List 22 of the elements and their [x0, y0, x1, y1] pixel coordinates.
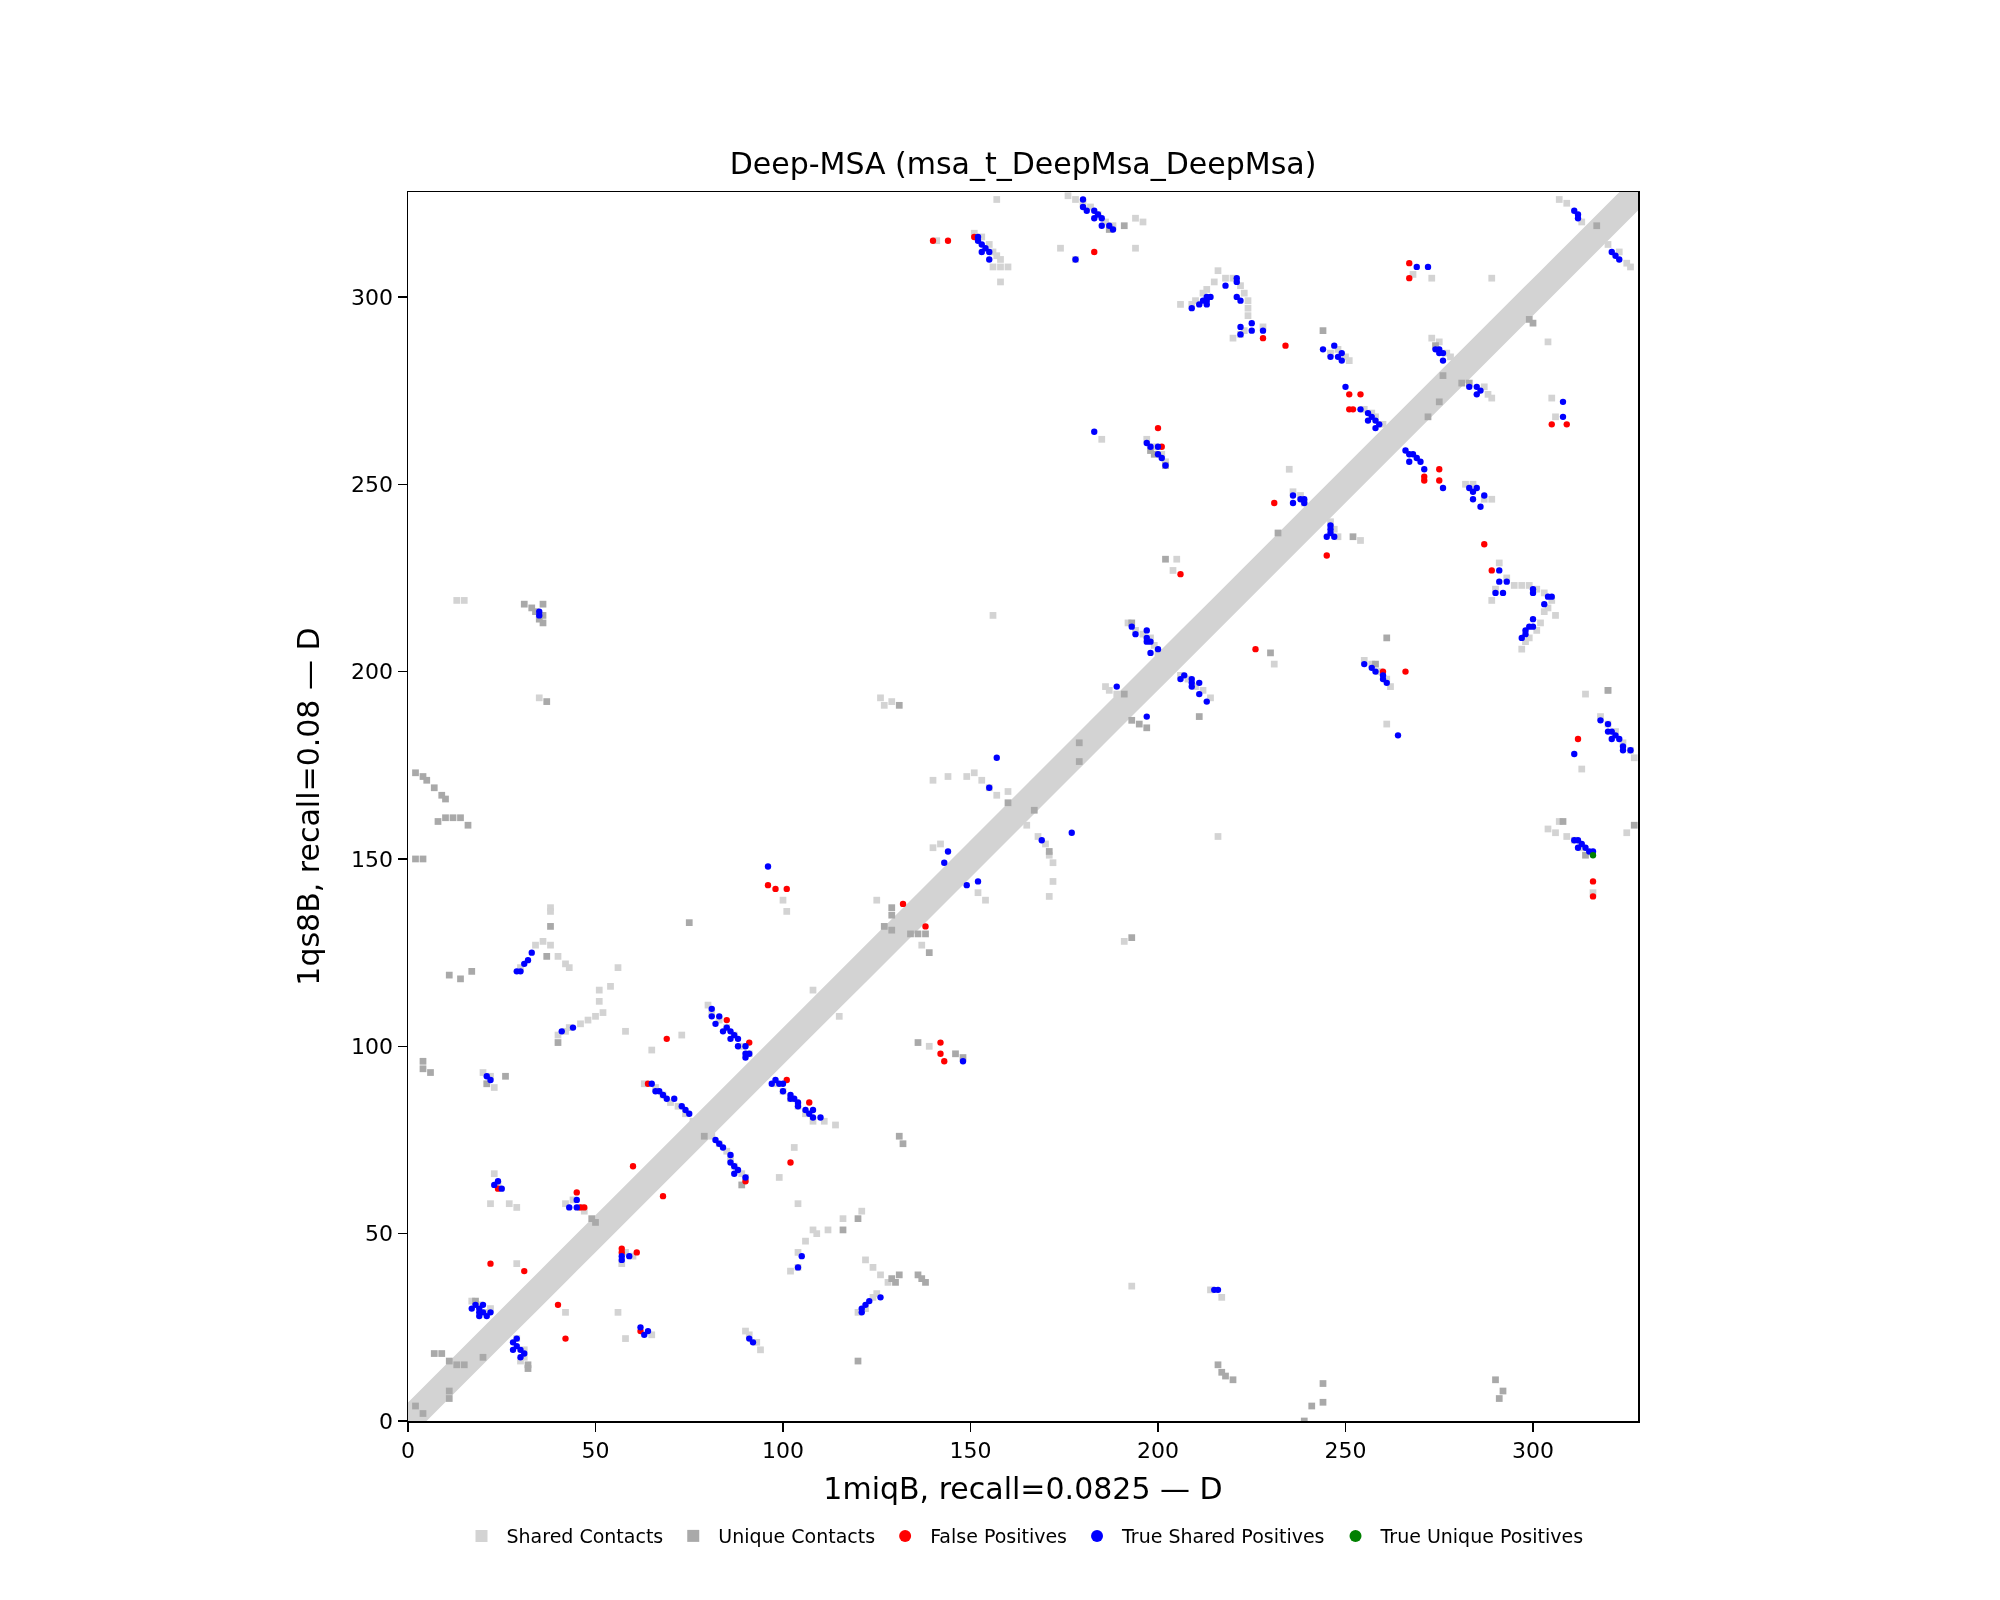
y-tick-label: 200 [351, 659, 394, 685]
y-tick-label: 100 [351, 1034, 394, 1059]
legend-label: Unique Contacts [718, 1525, 876, 1548]
legend-label: True Unique Positives [1379, 1525, 1584, 1548]
x-axis-title: 1miqB, recall=0.0825 — D [823, 1471, 1223, 1507]
y-tick-label: 150 [351, 846, 394, 872]
x-tick-label: 150 [949, 1437, 992, 1463]
y-tick-label: 50 [365, 1221, 394, 1247]
y-tick-label: 250 [351, 471, 394, 497]
x-tick-label: 100 [762, 1437, 804, 1463]
x-tick-label: 200 [1137, 1437, 1179, 1463]
x-tick-label: 250 [1324, 1437, 1367, 1463]
legend-label: False Positives [930, 1525, 1068, 1548]
x-tick-label: 50 [581, 1437, 610, 1463]
x-tick-label: 300 [1512, 1437, 1554, 1463]
chart-title: Deep-MSA (msa_t_DeepMsa_DeepMsa) [729, 145, 1317, 181]
legend-label: True Shared Positives [1121, 1525, 1325, 1548]
legend-label: Shared Contacts [506, 1525, 664, 1548]
y-tick-label: 0 [379, 1408, 394, 1434]
y-tick-label: 300 [351, 284, 394, 310]
x-tick-label: 0 [401, 1437, 415, 1463]
y-axis-title: 1qs8B, recall=0.08 — D [291, 627, 327, 986]
